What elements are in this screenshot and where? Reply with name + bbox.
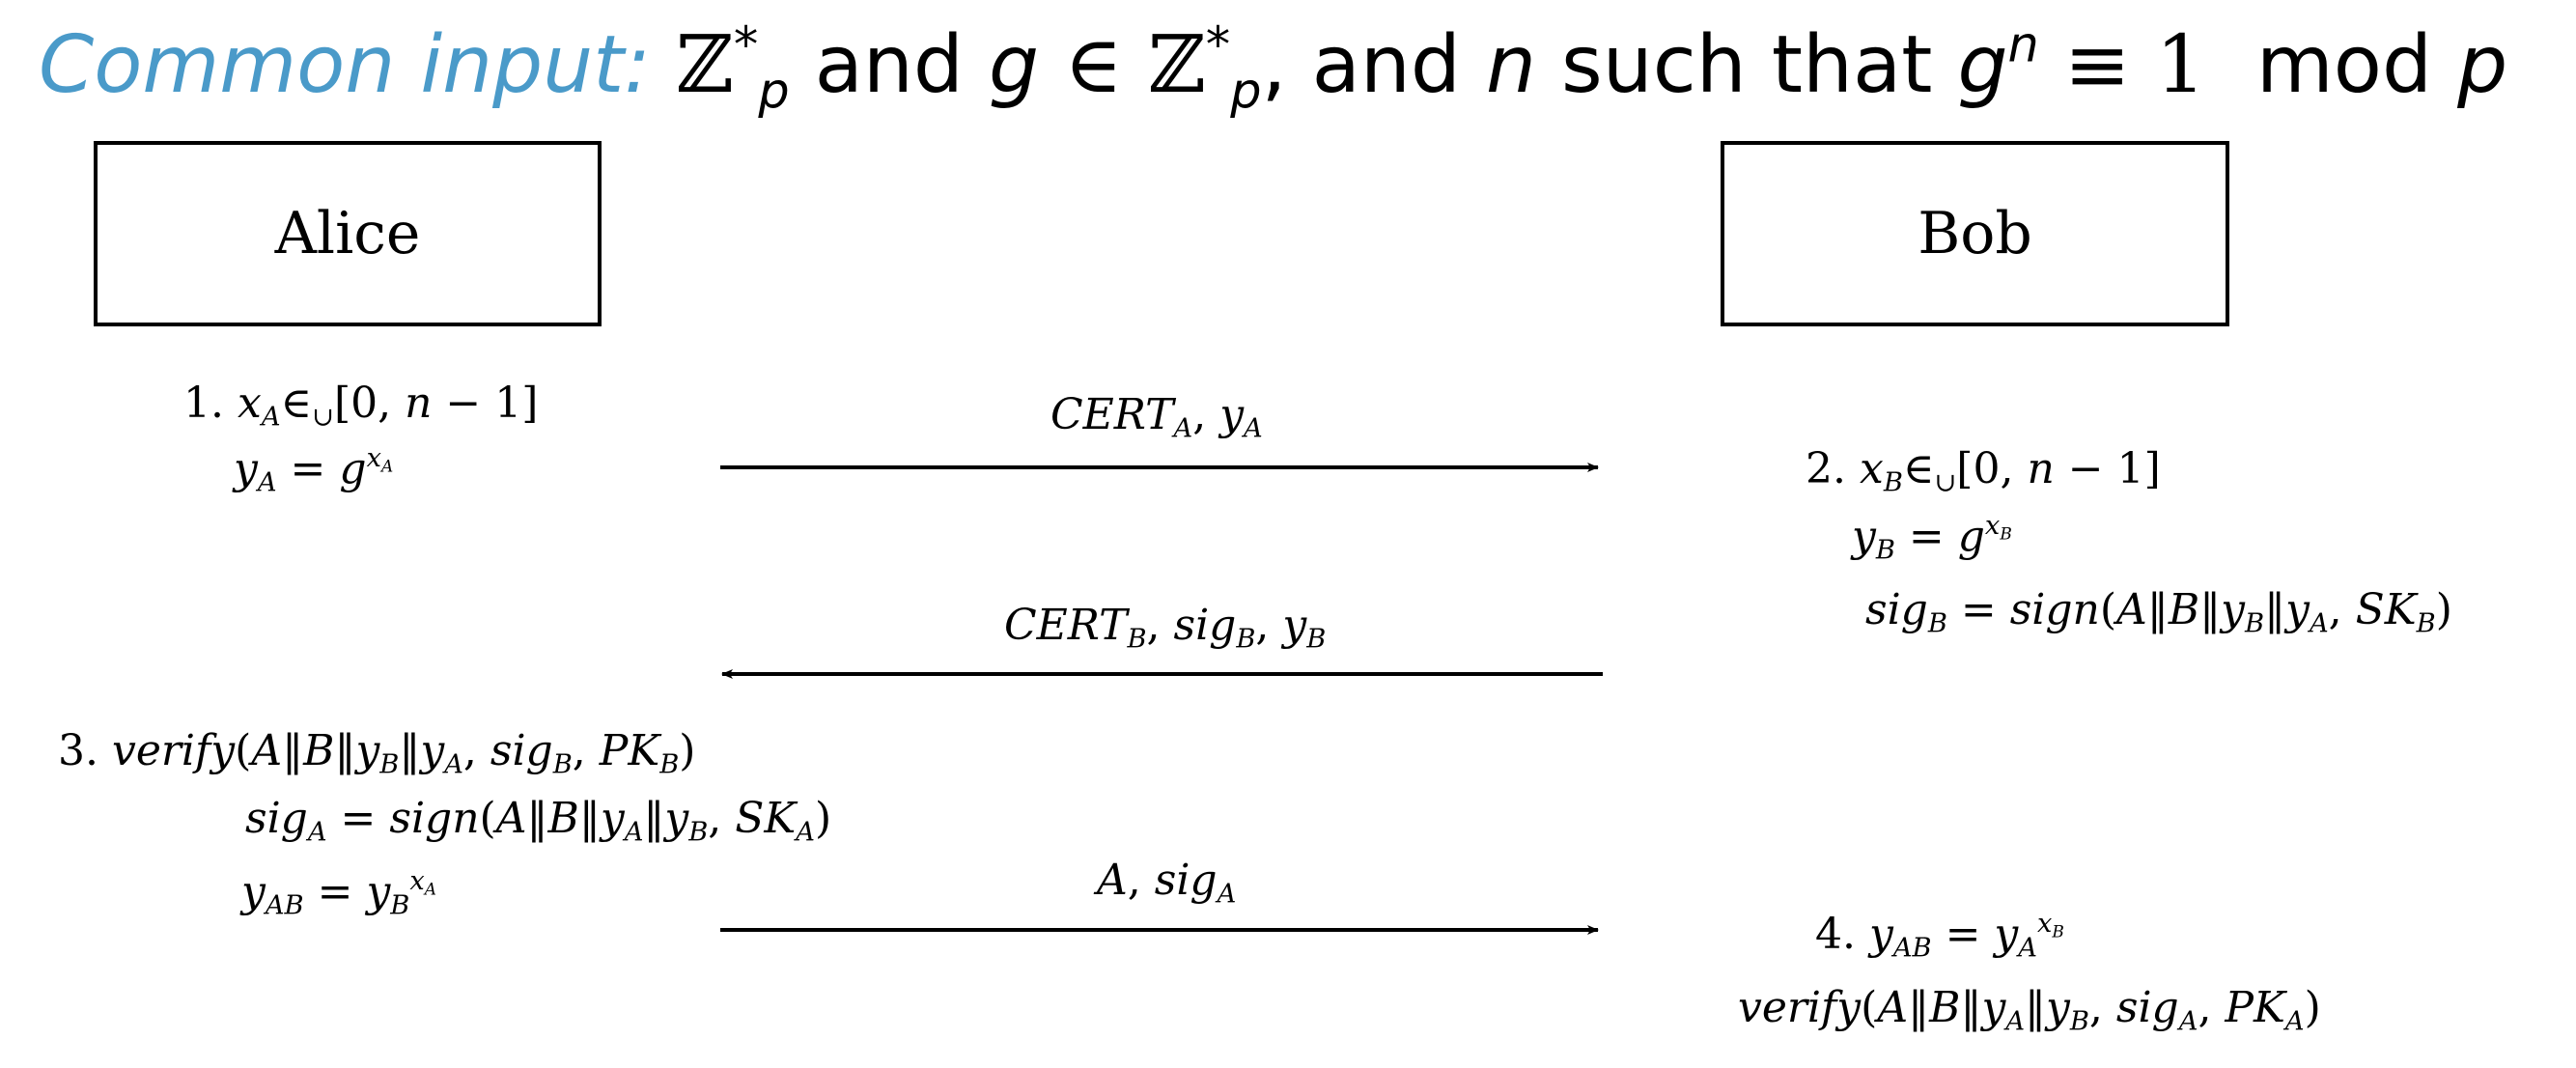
step-2-line-1: 2. xB∈∪[0, n − 1]	[1806, 444, 2161, 498]
message-3-label: A, sigA	[1097, 856, 1237, 910]
step-4-line-2: verify(A‖B‖yA‖yB, sigA, PKA)	[1738, 983, 2321, 1037]
step-3-line-2: sigA = sign(A‖B‖yA‖yB, SKA)	[245, 794, 832, 848]
title-lead: Common input:	[39, 19, 651, 111]
bob-label: Bob	[1918, 200, 2032, 267]
bob-box: Bob	[1721, 141, 2229, 326]
step-4-line-1: 4. yAB = yAxB	[1815, 909, 2064, 964]
alice-label: Alice	[274, 200, 421, 267]
title-group-2: ℤ*p	[1147, 15, 1262, 120]
step-2-line-2: yB = gxB	[1852, 511, 2012, 566]
title-power: gn	[1957, 15, 2039, 111]
title-group: ℤ*p	[676, 15, 790, 120]
step-3-line-1: 3. verify(A‖B‖yB‖yA, sigB, PKB)	[58, 726, 696, 780]
step-2-line-3: sigB = sign(A‖B‖yB‖yA, SKB)	[1865, 585, 2452, 639]
step-3-line-3: yAB = yBxA	[241, 866, 436, 921]
alice-box: Alice	[94, 141, 602, 326]
step-1-line-1: 1. xA∈∪[0, n − 1]	[183, 379, 539, 433]
common-input-title: Common input: ℤ*p and g ∈ ℤ*p, and n suc…	[39, 15, 2508, 120]
message-2-label: CERTB, sigB, yB	[1004, 601, 1327, 655]
step-1-line-2: yA = gxA	[234, 443, 394, 498]
message-1-label: CERTA, yA	[1050, 390, 1263, 444]
